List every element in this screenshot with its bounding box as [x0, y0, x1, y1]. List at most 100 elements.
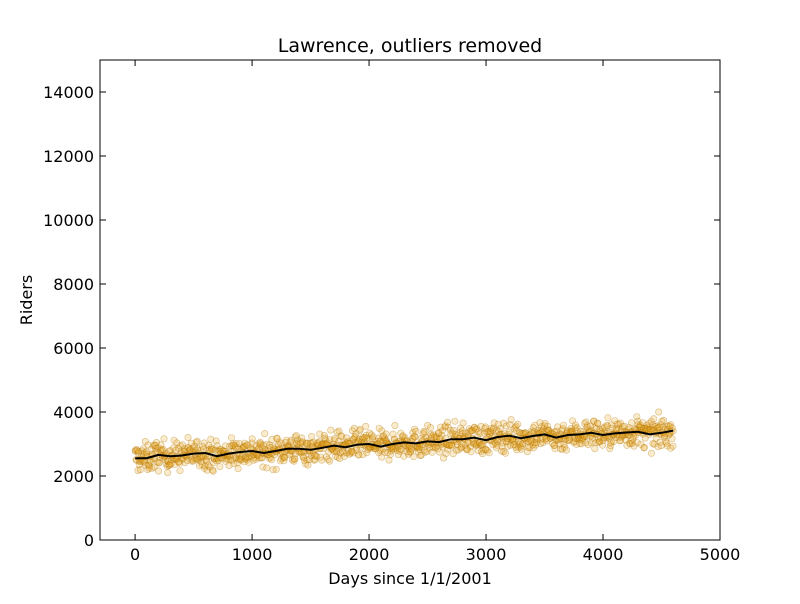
- trend-line: [135, 429, 674, 460]
- scatter-point: [540, 425, 548, 433]
- scatter-point: [449, 450, 457, 458]
- scatter-point: [322, 453, 330, 461]
- scatter-point: [268, 435, 276, 443]
- scatter-point: [458, 430, 466, 438]
- scatter-point: [666, 422, 674, 430]
- scatter-point: [435, 429, 443, 437]
- scatter-point: [338, 447, 346, 455]
- scatter-point: [448, 442, 456, 450]
- scatter-point: [141, 437, 149, 445]
- scatter-point: [558, 445, 566, 453]
- scatter-point: [573, 424, 581, 432]
- scatter-point: [336, 449, 344, 457]
- scatter-point: [558, 426, 566, 434]
- scatter-point: [428, 432, 436, 440]
- scatter-point: [499, 439, 507, 447]
- scatter-point: [155, 459, 163, 467]
- scatter-point: [242, 454, 250, 462]
- scatter-point: [611, 417, 619, 425]
- scatter-point: [318, 456, 326, 464]
- scatter-point: [540, 422, 548, 430]
- scatter-point: [365, 435, 373, 443]
- y-tick-label: 8000: [53, 275, 94, 294]
- scatter-point: [537, 436, 545, 444]
- scatter-point: [564, 427, 572, 435]
- scatter-point: [200, 439, 208, 447]
- scatter-point: [501, 449, 509, 457]
- scatter-point: [386, 451, 394, 459]
- scatter-point: [187, 439, 195, 447]
- scatter-point: [348, 447, 356, 455]
- scatter-point: [588, 434, 596, 442]
- scatter-point: [280, 457, 288, 465]
- scatter-point: [356, 427, 364, 435]
- scatter-point: [398, 433, 406, 441]
- scatter-point: [489, 441, 497, 449]
- scatter-point: [470, 423, 478, 431]
- scatter-point: [277, 455, 285, 463]
- scatter-point: [477, 422, 485, 430]
- scatter-point: [298, 434, 306, 442]
- scatter-point: [303, 439, 311, 447]
- scatter-point: [198, 461, 206, 469]
- scatter-point: [250, 454, 258, 462]
- scatter-point: [241, 439, 249, 447]
- scatter-point: [544, 426, 552, 434]
- scatter-point: [140, 449, 148, 457]
- scatter-point: [184, 444, 192, 452]
- scatter-point: [224, 455, 232, 463]
- scatter-point: [389, 430, 397, 438]
- scatter-point: [348, 427, 356, 435]
- scatter-point: [194, 445, 202, 453]
- scatter-point: [145, 461, 153, 469]
- scatter-point: [252, 455, 260, 463]
- y-axis-label: Riders: [17, 275, 36, 325]
- scatter-point: [650, 415, 658, 423]
- scatter-point: [266, 443, 274, 451]
- scatter-point: [439, 454, 447, 462]
- scatter-point: [273, 434, 281, 442]
- scatter-point: [308, 432, 316, 440]
- scatter-point: [378, 427, 386, 435]
- scatter-point: [463, 446, 471, 454]
- scatter-point: [409, 435, 417, 443]
- scatter-point: [630, 433, 638, 441]
- scatter-point: [150, 463, 158, 471]
- scatter-point: [576, 435, 584, 443]
- scatter-point: [297, 440, 305, 448]
- scatter-point: [515, 443, 523, 451]
- scatter-point: [660, 433, 668, 441]
- scatter-point: [606, 439, 614, 447]
- scatter-point: [333, 428, 341, 436]
- scatter-point: [163, 462, 171, 470]
- scatter-point: [165, 457, 173, 465]
- scatter-point: [663, 422, 671, 430]
- scatter-point: [435, 448, 443, 456]
- scatter-point: [567, 424, 575, 432]
- scatter-point: [342, 434, 350, 442]
- y-tick-label: 4000: [53, 403, 94, 422]
- scatter-point: [645, 419, 653, 427]
- scatter-point: [327, 426, 335, 434]
- x-axis-ticks: 0 1000 2000 3000 4000 5000: [130, 60, 740, 564]
- scatter-point: [415, 445, 423, 453]
- scatter-point: [282, 436, 290, 444]
- scatter-point: [630, 442, 638, 450]
- scatter-point: [299, 453, 307, 461]
- scatter-point: [164, 457, 172, 465]
- scatter-point: [269, 466, 277, 474]
- scatter-point: [216, 463, 224, 471]
- scatter-point: [596, 438, 604, 446]
- scatter-point: [653, 422, 661, 430]
- scatter-point: [637, 440, 645, 448]
- scatter-point: [479, 446, 487, 454]
- scatter-point: [244, 453, 252, 461]
- scatter-point: [229, 440, 237, 448]
- scatter-point: [231, 442, 239, 450]
- scatter-point: [489, 425, 497, 433]
- scatter-point: [444, 445, 452, 453]
- scatter-point: [432, 432, 440, 440]
- scatter-point: [312, 452, 320, 460]
- scatter-point: [578, 435, 586, 443]
